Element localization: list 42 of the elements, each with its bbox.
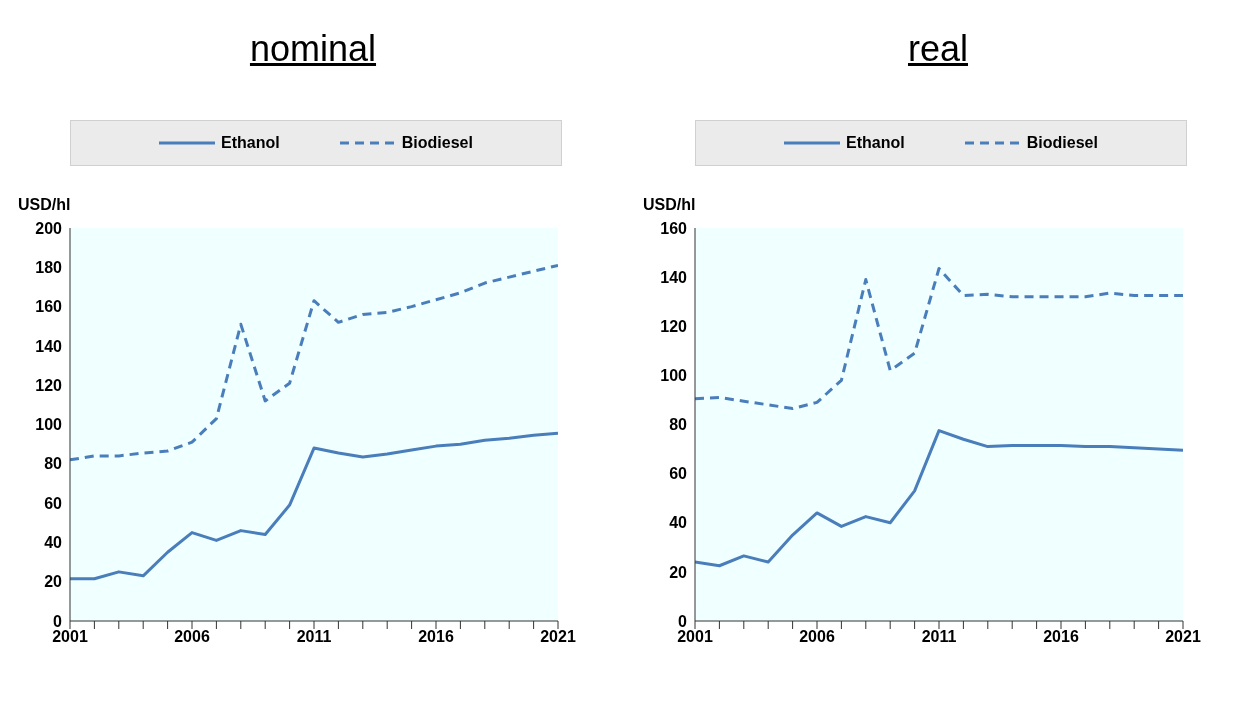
y-tick-label: 140	[35, 337, 63, 355]
y-tick-label: 20	[44, 573, 63, 591]
x-tick-label: 2016	[418, 628, 454, 646]
x-tick-label: 2006	[799, 628, 835, 646]
y-tick-label: 60	[669, 465, 688, 483]
line-series	[70, 263, 558, 462]
y-tick-label: 60	[44, 494, 63, 512]
y-tick-label: 140	[660, 268, 688, 286]
y-tick-label: 120	[660, 317, 688, 335]
y-tick-label: 120	[35, 376, 63, 394]
y-axis-title: USD/hl	[18, 196, 72, 215]
x-tick-label: 2016	[1043, 628, 1079, 646]
x-tick-label: 2001	[52, 628, 88, 646]
legend-label: Biodiesel	[401, 134, 473, 152]
y-tick-label: 80	[669, 416, 688, 434]
y-tick-label: 0	[53, 612, 63, 630]
line-series	[70, 431, 558, 581]
y-tick-label: 40	[669, 514, 688, 532]
line-series	[695, 429, 1183, 568]
y-axis-title: USD/hl	[643, 196, 697, 215]
legend-label: Ethanol	[221, 134, 280, 152]
legend-label: Biodiesel	[1026, 134, 1098, 152]
chart-title: nominal	[248, 28, 378, 71]
y-tick-label: 0	[678, 612, 688, 630]
y-tick-label: 100	[35, 416, 63, 434]
x-tick-label: 2011	[921, 628, 957, 646]
x-tick-label: 2001	[677, 628, 713, 646]
y-tick-label: 180	[35, 258, 63, 276]
chart-title: real	[907, 28, 969, 71]
legend-label: Ethanol	[846, 134, 905, 152]
x-tick-label: 2021	[1165, 628, 1201, 646]
x-tick-label: 2021	[540, 628, 576, 646]
y-tick-label: 160	[660, 219, 688, 237]
y-tick-label: 20	[669, 563, 688, 581]
line-series	[695, 267, 1183, 411]
x-tick-label: 2006	[174, 628, 210, 646]
y-tick-label: 200	[35, 219, 63, 237]
y-tick-label: 100	[660, 367, 688, 385]
y-tick-label: 40	[44, 534, 63, 552]
y-tick-label: 80	[44, 455, 63, 473]
x-tick-label: 2011	[296, 628, 332, 646]
y-tick-label: 160	[35, 298, 63, 316]
